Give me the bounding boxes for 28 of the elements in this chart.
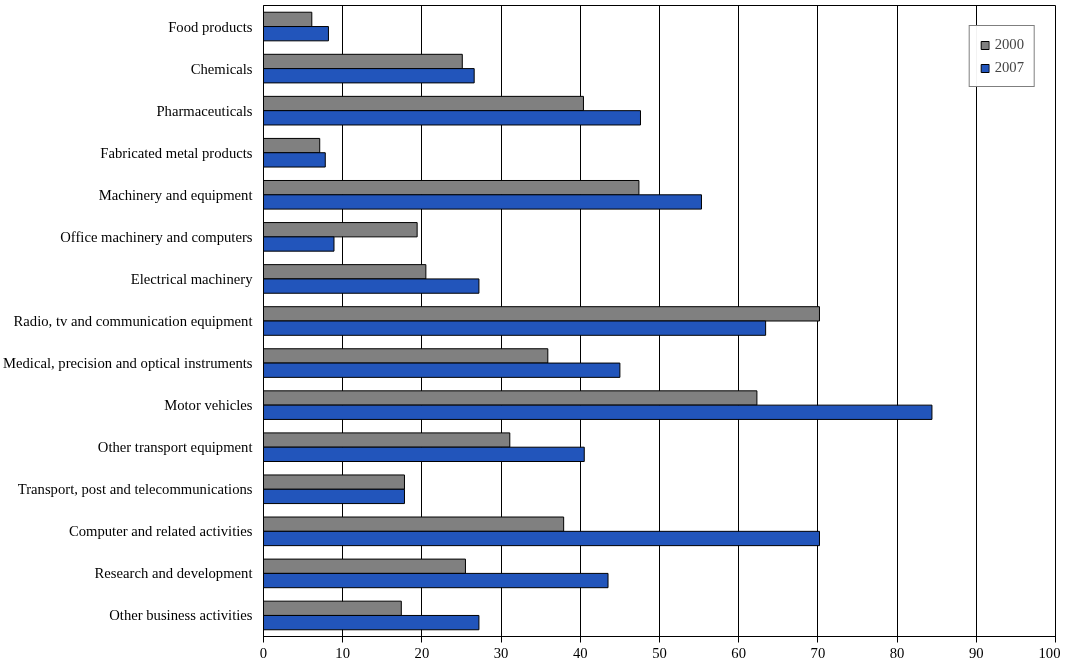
y-tick-label: Other transport equipment <box>97 439 253 456</box>
x-tick-label: 50 <box>652 644 667 661</box>
y-tick-label: Chemicals <box>190 60 253 77</box>
x-tick-label: 90 <box>968 644 984 661</box>
y-tick-label: Machinery and equipment <box>98 186 253 203</box>
x-tick-label: 20 <box>414 644 430 661</box>
y-tick-label: Pharmaceuticals <box>156 102 253 119</box>
y-tick-label: Transport, post and telecommunications <box>17 481 253 498</box>
y-tick-label: Fabricated metal products <box>100 144 253 161</box>
x-tick-label: 40 <box>572 644 588 661</box>
y-tick-label: Motor vehicles <box>164 397 253 414</box>
y-tick-label: Radio, tv and communication equipment <box>13 313 253 329</box>
x-tick-label: 0 <box>259 644 268 661</box>
y-tick-label: Office machinery and computers <box>60 228 253 245</box>
x-tick-label: 100 <box>1038 644 1061 661</box>
y-tick-label: Medical, precision and optical instruments <box>3 355 253 372</box>
x-tick-label: 30 <box>493 644 509 661</box>
x-tick-label: 80 <box>889 644 905 661</box>
x-tick-label: 60 <box>731 644 747 661</box>
x-tick-label: 70 <box>810 644 826 661</box>
y-tick-label: Electrical machinery <box>130 270 254 287</box>
x-tick-label: 10 <box>335 644 351 661</box>
y-tick-label: Computer and related activities <box>68 523 253 540</box>
legend-label: 2007 <box>994 59 1024 76</box>
y-tick-label: Other business activities <box>109 607 253 624</box>
legend-label: 2000 <box>994 36 1024 53</box>
y-tick-label: Food products <box>168 18 253 35</box>
y-tick-label: Research and development <box>94 565 253 582</box>
